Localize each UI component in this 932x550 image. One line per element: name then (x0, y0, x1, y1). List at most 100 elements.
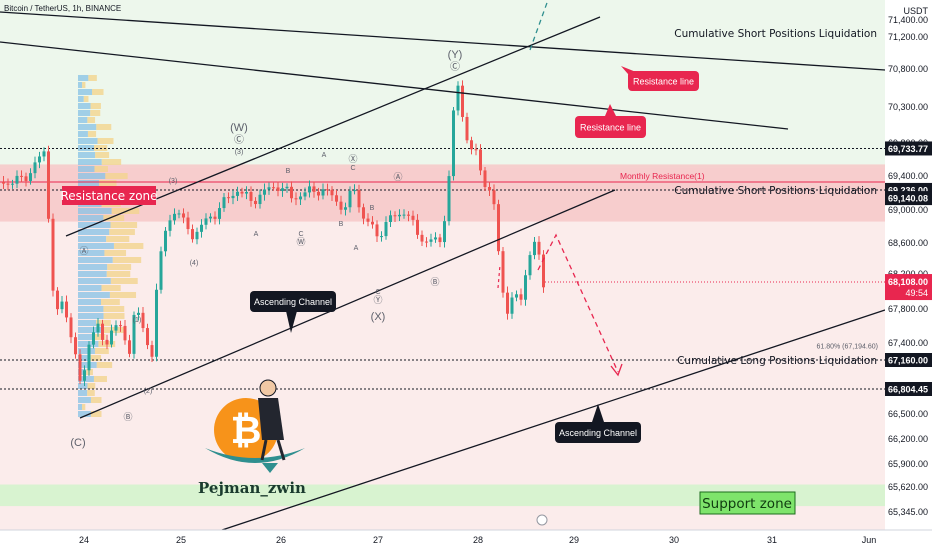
candle-body (240, 191, 244, 194)
candle-body (488, 186, 491, 191)
logo-swoosh-icon (262, 463, 278, 473)
wave-label: (W) (230, 122, 248, 134)
price-tag-label: 69,140.08 (888, 194, 928, 204)
candle-body (465, 116, 469, 141)
candle-body (515, 294, 518, 298)
volume-profile-bar (78, 236, 107, 242)
candle-body (186, 217, 190, 230)
candle-body (321, 189, 325, 196)
candle-body (519, 294, 523, 300)
candle-body (290, 186, 293, 199)
volume-profile-bar (78, 124, 97, 130)
candle-body (236, 191, 239, 196)
wave-label: C (350, 165, 355, 172)
volume-profile-bar (87, 390, 95, 396)
price-tick: 66,500.00 (888, 409, 928, 419)
candle-body (47, 151, 50, 219)
candle-body (33, 162, 37, 174)
candle-body (101, 323, 104, 340)
candle-body (294, 198, 298, 200)
time-tick: 27 (373, 535, 383, 545)
volume-profile-bar (78, 264, 108, 270)
price-tag (885, 191, 932, 206)
time-axis-background (0, 530, 932, 550)
volume-profile-bar (78, 390, 88, 396)
time-tick: Jun (862, 535, 877, 545)
volume-profile-bar (78, 313, 104, 319)
candle-body (42, 151, 46, 157)
volume-profile-bar (109, 292, 137, 298)
candle-body (132, 314, 136, 354)
price-tag-label: 66,804.45 (888, 385, 928, 395)
candle-body (497, 204, 500, 252)
candle-body (258, 194, 262, 205)
volume-profile-bar (78, 152, 96, 158)
candle-body (200, 224, 203, 232)
candle-body (11, 183, 14, 185)
price-tick: 70,300.00 (888, 102, 928, 112)
candle-body (407, 214, 410, 216)
volume-profile-bar (78, 397, 91, 403)
candle-body (344, 207, 347, 210)
candle-body (416, 219, 419, 235)
volume-profile-bar (94, 166, 108, 172)
price-tick: 71,200.00 (888, 32, 928, 42)
volume-profile-bar (78, 334, 94, 340)
volume-profile-bar (88, 75, 97, 81)
price-tick: 67,800.00 (888, 304, 928, 314)
wave-label: (3) (235, 149, 244, 156)
wave-label: A (322, 152, 327, 159)
resistance-line-callout-label: Resistance line (633, 77, 694, 87)
candle-body (371, 221, 374, 225)
price-tick: 65,620.00 (888, 482, 928, 492)
candle-body (254, 200, 257, 205)
volume-profile-bar (92, 89, 104, 95)
wave-label: Ⓒ (450, 61, 460, 73)
wave-label: C (298, 231, 303, 238)
ascending-channel-line (221, 309, 886, 531)
candle-body (83, 370, 86, 381)
wave-label: (C) (70, 437, 85, 449)
candle-body (357, 190, 361, 208)
candle-body (366, 218, 370, 222)
candle-body (87, 344, 91, 371)
candle-body (227, 197, 230, 199)
volume-profile-bar (78, 229, 110, 235)
candle-body (2, 181, 5, 184)
candle-body (119, 325, 122, 327)
time-axis: 24 25 26 27 28 29 30 31 Jun (0, 514, 932, 550)
price-tag (885, 382, 932, 396)
time-tick: 30 (669, 535, 679, 545)
candle-body (96, 323, 100, 333)
price-tick: 69,400.00 (888, 171, 928, 181)
candle-body (474, 149, 478, 151)
candle-body (173, 213, 176, 221)
candle-body (384, 222, 388, 237)
upper-background (0, 0, 885, 168)
candle-body (222, 197, 226, 209)
candle-body (506, 292, 509, 314)
candle-body (78, 354, 82, 381)
volume-profile-bar (78, 208, 112, 214)
candle-body (209, 216, 212, 219)
volume-profile-bar (82, 82, 86, 88)
candle-body (470, 140, 473, 150)
candle-body (281, 188, 284, 191)
candle-body (456, 85, 460, 111)
candle-body (204, 218, 208, 225)
volume-profile-bar (107, 264, 132, 270)
volume-profile-bar (78, 215, 104, 221)
ascending-channel-callout-pointer (286, 311, 297, 333)
candle-body (420, 234, 424, 242)
time-tick: 24 (79, 535, 89, 545)
level-label: Cumulative Short Positions Liquidation (674, 185, 877, 197)
candle-body (168, 220, 172, 231)
candle-body (137, 312, 140, 315)
forecast-path (497, 264, 501, 289)
volume-profile-bar (78, 250, 105, 256)
monthly-resistance-label: Monthly Resistance(1) (620, 171, 705, 181)
wave-label: (4) (190, 260, 199, 267)
volume-profile-bar (101, 299, 120, 305)
